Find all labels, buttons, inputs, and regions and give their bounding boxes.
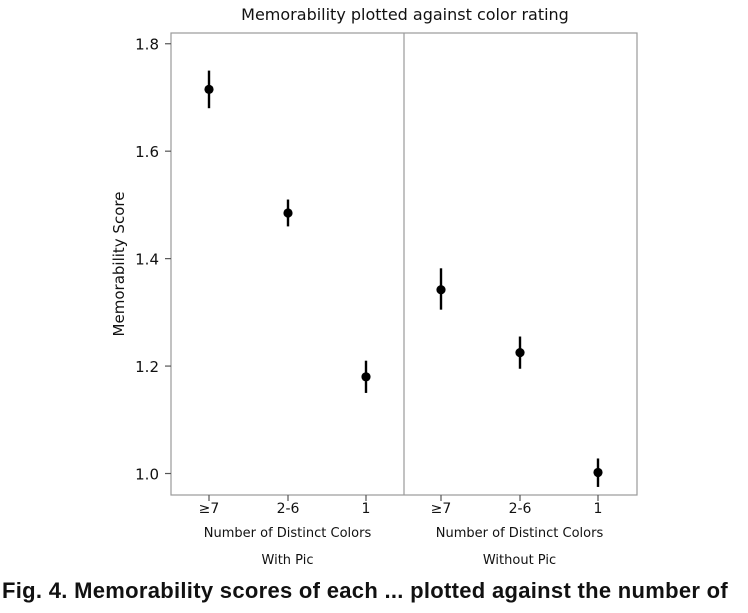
y-tick-label: 1.6	[135, 143, 159, 161]
panel-label: Without Pic	[483, 553, 556, 568]
data-point	[283, 208, 293, 218]
x-axis-label: Number of Distinct Colors	[436, 526, 604, 541]
x-axis: ≥7 2-6 1 Number of Distinct Colors With Pic ≥…	[199, 495, 604, 568]
x-tick-label: 1	[594, 501, 603, 517]
y-axis-label: Memorability Score	[110, 192, 128, 337]
x-tick-label: 2-6	[509, 501, 532, 517]
data-point	[436, 285, 446, 295]
data-points	[204, 70, 603, 487]
x-tick-label: 2-6	[277, 501, 300, 517]
x-tick-label: ≥7	[199, 501, 220, 517]
data-point	[204, 84, 214, 95]
data-point	[515, 348, 525, 358]
figure-caption: Fig. 4. Memorability scores of each ... …	[2, 578, 729, 603]
data-point	[361, 372, 371, 382]
data-point	[593, 467, 603, 478]
x-tick-label: ≥7	[431, 501, 452, 517]
y-axis: 1.0 1.2 1.4 1.6 1.8	[135, 36, 171, 484]
y-tick-label: 1.2	[135, 358, 159, 376]
x-tick-label: 1	[362, 501, 371, 517]
panel-label: With Pic	[262, 553, 314, 568]
memorability-chart: Memorability plotted against color ratin…	[110, 5, 638, 568]
x-axis-label: Number of Distinct Colors	[204, 526, 372, 541]
chart-title: Memorability plotted against color ratin…	[241, 5, 569, 24]
y-tick-label: 1.4	[135, 251, 159, 269]
y-tick-label: 1.0	[135, 466, 159, 484]
y-tick-label: 1.8	[135, 36, 159, 54]
